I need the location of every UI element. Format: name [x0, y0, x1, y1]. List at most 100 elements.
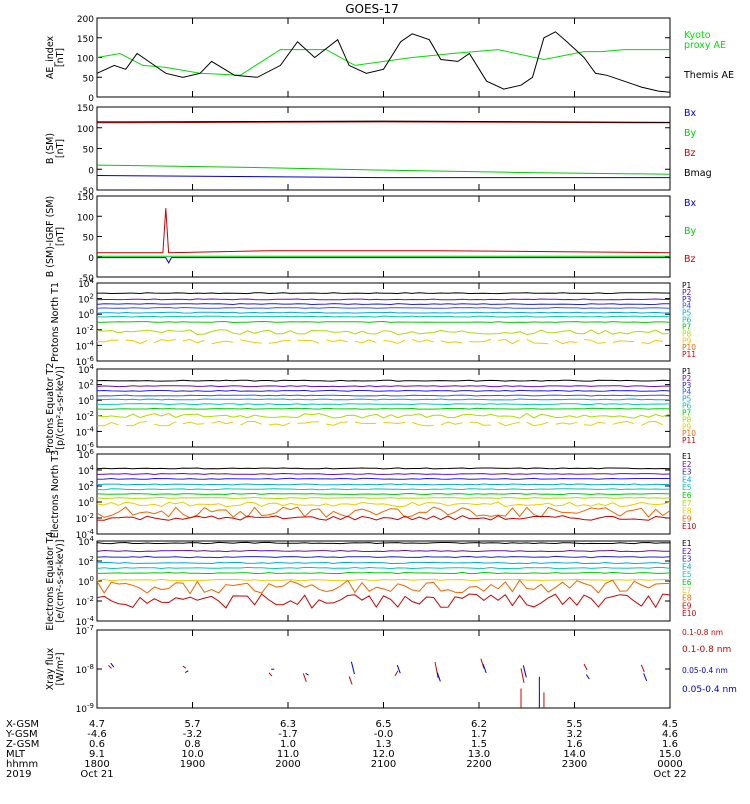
- y-tick-label: 10-8: [76, 663, 94, 676]
- series-segment: [584, 664, 587, 670]
- panel-8: [97, 630, 670, 708]
- series-p2: [97, 299, 670, 300]
- series-e5: [97, 489, 670, 490]
- legend-p11: P11: [682, 350, 696, 359]
- series-p3: [97, 304, 670, 305]
- panel-1: [97, 18, 670, 97]
- y-axis-label: Electrons North T3: [50, 450, 61, 538]
- legend-label: Bmag: [684, 168, 712, 179]
- series-e7: [97, 579, 670, 580]
- y-axis-label: [nT]: [55, 227, 66, 246]
- series-kyoto-proxy-ae: [97, 50, 670, 76]
- series-e4: [97, 484, 670, 485]
- y-tick-label: 50: [83, 74, 95, 84]
- x-axis-row-value: 2300: [562, 759, 587, 770]
- series-segment: [108, 665, 111, 668]
- series-e1: [97, 468, 670, 469]
- y-axis-label: [nT]: [55, 139, 66, 158]
- series-p3: [97, 390, 670, 391]
- x-axis-row-value: 2100: [371, 759, 396, 770]
- series-p8: [97, 330, 670, 335]
- y-tick-label: 0: [88, 94, 94, 104]
- series-segment: [185, 671, 188, 673]
- y-tick-label: 104: [78, 464, 94, 477]
- series-e7: [97, 498, 670, 499]
- y-tick-label: 100: [78, 394, 94, 407]
- panel-frame: [97, 630, 670, 708]
- legend-label: By: [684, 226, 697, 237]
- y-axis-label: [e/(cm²-s-sr-keV)]: [55, 539, 66, 622]
- series-segment: [483, 664, 486, 673]
- series-bx: [97, 176, 670, 178]
- panel-4: [97, 283, 670, 361]
- series-themis-ae: [97, 32, 670, 93]
- series-e3: [97, 556, 670, 557]
- y-tick-label: 100: [77, 213, 94, 223]
- y-tick-label: 102: [78, 379, 94, 392]
- series-segment: [641, 665, 644, 672]
- y-tick-label: 10-9: [76, 702, 94, 715]
- x-axis-row-value: Oct 22: [653, 769, 686, 780]
- series-segment: [269, 673, 272, 676]
- y-tick-label: 10-4: [76, 339, 95, 352]
- x-axis-row-value: 1900: [180, 759, 205, 770]
- series-p9: [97, 421, 670, 426]
- series-segment: [306, 673, 309, 675]
- y-tick-label: 102: [78, 293, 94, 306]
- series-e8: [97, 580, 670, 593]
- y-axis-label: [W/m²]: [55, 652, 66, 685]
- legend-xray-long: 0.1-0.8 nm: [682, 645, 731, 655]
- legend-0.05-0.4 nm: 0.05-0.4 nm: [682, 666, 728, 675]
- series-segment: [395, 671, 398, 676]
- series-e1: [97, 542, 670, 543]
- series-segment: [523, 665, 526, 677]
- y-tick-label: 50: [83, 146, 95, 156]
- legend-label: Bz: [684, 148, 696, 159]
- series-p2: [97, 386, 670, 387]
- plot-title: GOES-17: [345, 2, 399, 16]
- series-p8: [97, 414, 670, 419]
- panel-2: [97, 107, 670, 190]
- series-p5: [97, 399, 670, 400]
- series-e10: [97, 516, 670, 521]
- y-tick-label: 100: [77, 55, 94, 65]
- series-p1: [97, 293, 670, 294]
- series-e4: [97, 562, 670, 563]
- series-segment: [349, 676, 352, 684]
- series-p4: [97, 308, 670, 309]
- series-p5: [97, 312, 670, 313]
- x-axis-row-label: 2019: [6, 769, 31, 780]
- y-tick-label: 10-2: [76, 324, 94, 337]
- series-e8: [97, 502, 670, 507]
- y-tick-label: 10-2: [76, 410, 94, 423]
- y-tick-label: 10-4: [76, 425, 95, 438]
- series-segment: [183, 666, 186, 668]
- series-p7: [97, 322, 670, 323]
- legend-0.1-0.8 nm: 0.1-0.8 nm: [682, 628, 723, 637]
- y-tick-label: 100: [78, 308, 94, 321]
- panel-3: [97, 196, 670, 277]
- y-tick-label: 50: [83, 234, 95, 244]
- series-e2: [97, 474, 670, 475]
- panel-frame: [97, 196, 670, 277]
- panel-6: [97, 454, 670, 534]
- panel-7: [97, 541, 670, 621]
- y-tick-label: 0: [88, 166, 94, 176]
- series-segment: [435, 662, 438, 678]
- series-e5: [97, 567, 670, 568]
- y-tick-label: 10-2: [76, 512, 94, 525]
- series-segment: [303, 673, 306, 681]
- legend-p11: P11: [682, 436, 696, 445]
- y-tick-label: 0: [88, 254, 94, 264]
- legend-e10: E10: [682, 609, 697, 618]
- legend-label: Bx: [684, 108, 697, 119]
- series-segment: [586, 675, 589, 680]
- series-segment: [351, 662, 354, 674]
- y-tick-label: 100: [78, 575, 94, 588]
- legend-label: Bz: [684, 254, 696, 265]
- y-axis-label: [nT]: [55, 48, 66, 67]
- legend-label: By: [684, 128, 697, 139]
- legend-label: proxy AE: [684, 40, 726, 51]
